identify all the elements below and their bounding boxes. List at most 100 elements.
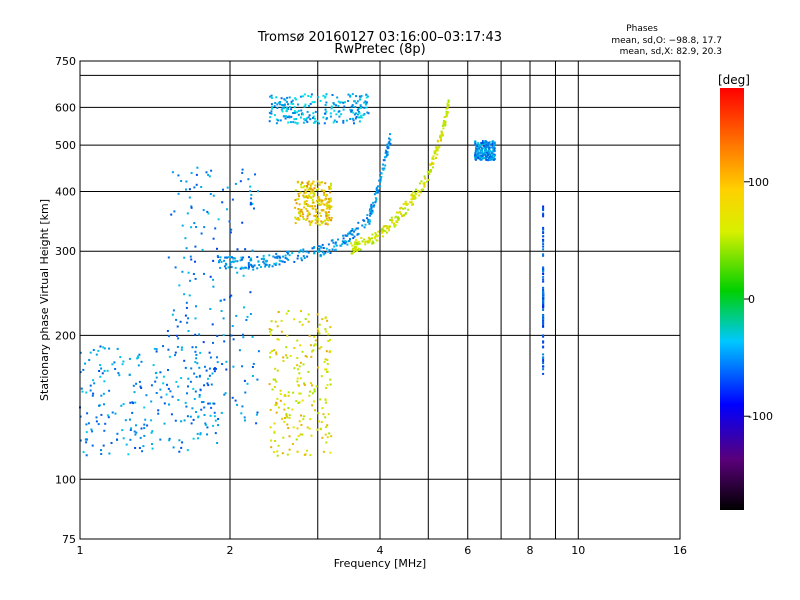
echo-point: [287, 258, 290, 261]
phase-box-title: Phases: [626, 24, 658, 34]
echo-point: [273, 349, 276, 352]
echo-point: [296, 218, 299, 221]
echo-point: [475, 147, 477, 150]
echo-point: [307, 320, 310, 323]
echo-point: [399, 207, 402, 210]
echo-point: [249, 263, 251, 266]
echo-point: [199, 433, 202, 436]
echo-point: [92, 379, 95, 382]
echo-point: [436, 139, 439, 142]
echo-point: [222, 317, 225, 320]
echo-point: [354, 228, 357, 231]
echo-point: [150, 431, 153, 434]
echo-point: [353, 251, 355, 253]
echo-point: [302, 121, 305, 124]
echo-point: [180, 348, 183, 351]
echo-point: [198, 333, 201, 336]
echo-point: [223, 259, 226, 262]
echo-point: [268, 264, 271, 266]
echo-point: [313, 250, 316, 253]
echo-point: [294, 216, 297, 219]
echo-point: [363, 226, 366, 229]
echo-point: [286, 416, 289, 419]
echo-point: [230, 266, 233, 269]
echo-point: [491, 153, 494, 156]
echo-point: [122, 360, 125, 363]
echo-point: [195, 226, 198, 228]
echo-point: [166, 330, 169, 332]
echo-point: [390, 219, 393, 222]
echo-point: [283, 98, 286, 101]
echo-point: [303, 257, 306, 259]
echo-point: [130, 427, 133, 430]
echo-point: [344, 101, 346, 104]
echo-point: [288, 414, 291, 417]
echo-point: [309, 187, 312, 190]
echo-point: [249, 201, 252, 204]
echo-point: [95, 353, 98, 356]
echo-point: [297, 192, 300, 195]
echo-point: [326, 201, 329, 204]
echo-point: [222, 188, 224, 191]
echo-point: [321, 202, 324, 205]
echo-point: [297, 212, 300, 215]
echo-point: [542, 360, 545, 363]
echo-point: [269, 426, 272, 429]
echo-point: [382, 163, 385, 166]
echo-point: [316, 96, 319, 99]
echo-point: [185, 306, 188, 309]
echo-point: [313, 214, 316, 217]
echo-point: [325, 330, 328, 333]
echo-point: [301, 323, 304, 326]
echo-point: [143, 406, 146, 409]
echo-point: [327, 333, 330, 336]
echo-point: [333, 245, 336, 248]
echo-point: [282, 360, 285, 362]
echo-point: [487, 153, 490, 155]
echo-point: [489, 153, 491, 156]
echo-point: [312, 181, 315, 183]
x-tick-label: 2: [227, 544, 234, 557]
echo-point: [241, 405, 244, 408]
echo-point: [447, 104, 450, 107]
echo-point: [303, 382, 305, 385]
echo-point: [318, 203, 321, 205]
echo-point: [542, 302, 545, 304]
echo-point: [338, 115, 341, 118]
echo-point: [283, 394, 286, 397]
echo-point: [116, 438, 118, 441]
echo-point: [362, 114, 365, 116]
echo-point: [307, 116, 310, 119]
echo-point: [358, 98, 361, 101]
echo-point: [367, 219, 370, 222]
echo-point: [314, 218, 317, 221]
echo-point: [187, 271, 190, 274]
echo-point: [195, 305, 197, 308]
echo-point: [249, 257, 252, 260]
echo-point: [269, 330, 272, 333]
echo-point: [103, 369, 106, 372]
echo-point: [350, 110, 353, 113]
echo-point: [380, 229, 383, 232]
echo-point: [192, 387, 195, 390]
echo-point: [305, 119, 308, 122]
echo-point: [492, 155, 495, 157]
echo-point: [396, 217, 399, 220]
echo-point: [388, 225, 391, 228]
echo-point: [298, 320, 301, 323]
echo-point: [271, 265, 274, 268]
echo-point: [236, 260, 239, 263]
echo-point: [310, 221, 313, 224]
echo-point: [287, 121, 290, 124]
echo-point: [323, 360, 326, 363]
echo-point: [203, 272, 205, 275]
echo-point: [246, 315, 249, 318]
echo-point: [311, 182, 314, 185]
echo-point: [273, 431, 276, 434]
echo-point: [478, 147, 481, 150]
echo-point: [294, 189, 297, 192]
echo-point: [229, 296, 231, 298]
echo-point: [366, 111, 369, 114]
echo-point: [232, 257, 235, 260]
echo-point: [350, 242, 353, 245]
